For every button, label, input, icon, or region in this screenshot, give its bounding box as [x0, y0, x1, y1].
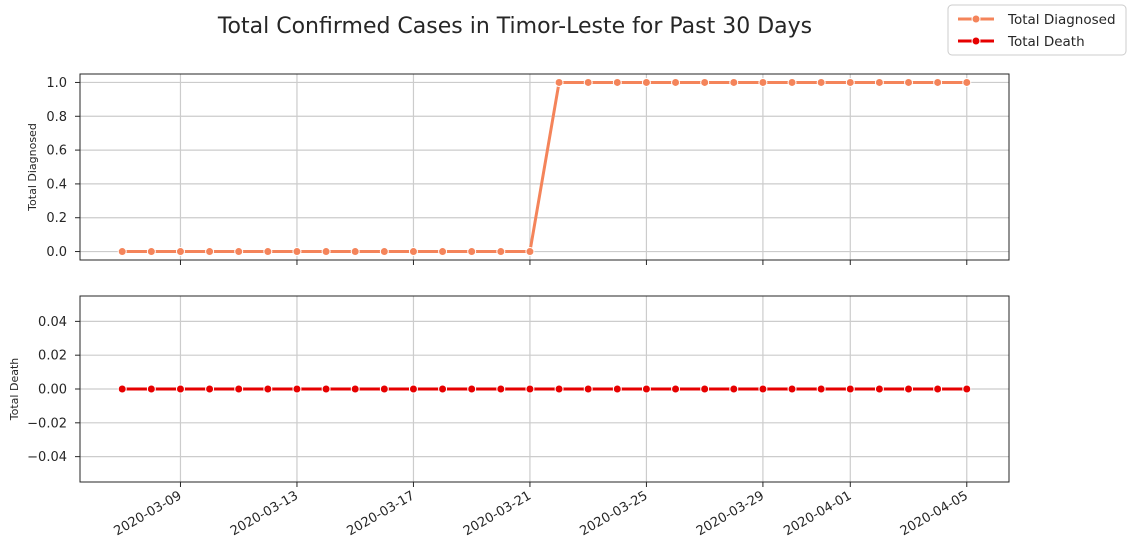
data-point-diagnosed	[205, 247, 215, 257]
y-tick-label: −0.02	[27, 416, 67, 431]
data-point-death	[758, 384, 768, 394]
data-point-death	[816, 384, 826, 394]
legend-label: Total Diagnosed	[1007, 12, 1116, 28]
data-point-death	[525, 384, 535, 394]
data-point-diagnosed	[700, 77, 710, 87]
data-point-death	[874, 384, 884, 394]
data-point-diagnosed	[554, 77, 564, 87]
y-tick-label: 0.4	[46, 177, 67, 192]
x-tick-label: 2020-03-13	[228, 488, 301, 539]
y-tick-label: 0.00	[38, 383, 67, 398]
data-point-diagnosed	[175, 247, 185, 257]
data-point-death	[467, 384, 477, 394]
y-axis-label: Total Death	[8, 358, 21, 421]
data-point-diagnosed	[525, 247, 535, 257]
data-point-death	[904, 384, 914, 394]
panel-total-death: −0.04 −0.02 0.00 0.02 0.04 Total Death	[8, 295, 1010, 487]
legend-label: Total Death	[1007, 34, 1085, 50]
panel-total-diagnosed: 0.0 0.2 0.4 0.6 0.8 1.0 Total Diagnosed	[26, 73, 1010, 265]
data-point-death	[845, 384, 855, 394]
data-point-diagnosed	[496, 247, 506, 257]
data-point-death	[612, 384, 622, 394]
data-point-diagnosed	[845, 77, 855, 87]
x-tick-label: 2020-03-09	[112, 488, 185, 539]
data-point-diagnosed	[234, 247, 244, 257]
data-point-death	[438, 384, 448, 394]
data-point-death	[671, 384, 681, 394]
x-tick-label: 2020-04-05	[898, 488, 971, 539]
data-point-death	[379, 384, 389, 394]
data-point-diagnosed	[612, 77, 622, 87]
data-point-diagnosed	[117, 247, 127, 257]
y-tick-label: 0.0	[46, 245, 67, 260]
data-point-death	[496, 384, 506, 394]
data-point-death	[933, 384, 943, 394]
data-point-diagnosed	[146, 247, 156, 257]
data-point-death	[321, 384, 331, 394]
data-point-death	[787, 384, 797, 394]
data-point-diagnosed	[408, 247, 418, 257]
data-point-death	[146, 384, 156, 394]
axes-frame	[79, 295, 1010, 483]
x-tick-label: 2020-03-25	[577, 488, 650, 539]
data-point-diagnosed	[641, 77, 651, 87]
data-point-diagnosed	[467, 247, 477, 257]
data-point-death	[205, 384, 215, 394]
data-point-death	[962, 384, 972, 394]
y-tick-label: 0.02	[38, 349, 67, 364]
x-axis-ticks: 2020-03-09 2020-03-13 2020-03-17 2020-03-21…	[112, 488, 971, 539]
y-tick-label: 0.6	[46, 144, 67, 159]
data-point-diagnosed	[438, 247, 448, 257]
data-point-death	[729, 384, 739, 394]
series-line-diagnosed	[122, 80, 967, 254]
data-point-diagnosed	[379, 247, 389, 257]
data-point-death	[175, 384, 185, 394]
x-tick-label: 2020-04-01	[781, 488, 854, 539]
data-point-death	[117, 384, 127, 394]
legend: Total Diagnosed Total Death	[947, 4, 1127, 56]
data-point-death	[641, 384, 651, 394]
data-point-diagnosed	[787, 77, 797, 87]
x-tick-label: 2020-03-29	[694, 488, 767, 539]
data-point-death	[292, 384, 302, 394]
x-tick-label: 2020-03-17	[345, 488, 418, 539]
y-tick-label: 0.04	[38, 315, 67, 330]
y-tick-label: 1.0	[46, 76, 67, 91]
data-point-diagnosed	[321, 247, 331, 257]
legend-marker	[971, 36, 981, 46]
x-tick-label: 2020-03-21	[461, 488, 534, 539]
data-point-diagnosed	[933, 77, 943, 87]
data-point-diagnosed	[292, 247, 302, 257]
data-point-diagnosed	[671, 77, 681, 87]
data-point-diagnosed	[350, 247, 360, 257]
data-point-death	[234, 384, 244, 394]
data-point-death	[700, 384, 710, 394]
data-point-diagnosed	[583, 77, 593, 87]
axes-frame	[79, 73, 1010, 261]
y-tick-label: 0.2	[46, 211, 67, 226]
legend-marker	[971, 14, 981, 24]
data-point-diagnosed	[758, 77, 768, 87]
data-point-diagnosed	[874, 77, 884, 87]
data-point-diagnosed	[263, 247, 273, 257]
data-point-diagnosed	[962, 77, 972, 87]
data-point-death	[583, 384, 593, 394]
data-point-diagnosed	[729, 77, 739, 87]
data-point-death	[408, 384, 418, 394]
y-tick-label: 0.8	[46, 110, 67, 125]
data-point-death	[350, 384, 360, 394]
data-point-death	[554, 384, 564, 394]
data-point-diagnosed	[904, 77, 914, 87]
data-point-death	[263, 384, 273, 394]
chart-title: Total Confirmed Cases in Timor-Leste for…	[217, 14, 812, 39]
data-point-diagnosed	[816, 77, 826, 87]
y-axis-label: Total Diagnosed	[26, 123, 39, 212]
y-tick-label: −0.04	[27, 450, 67, 465]
